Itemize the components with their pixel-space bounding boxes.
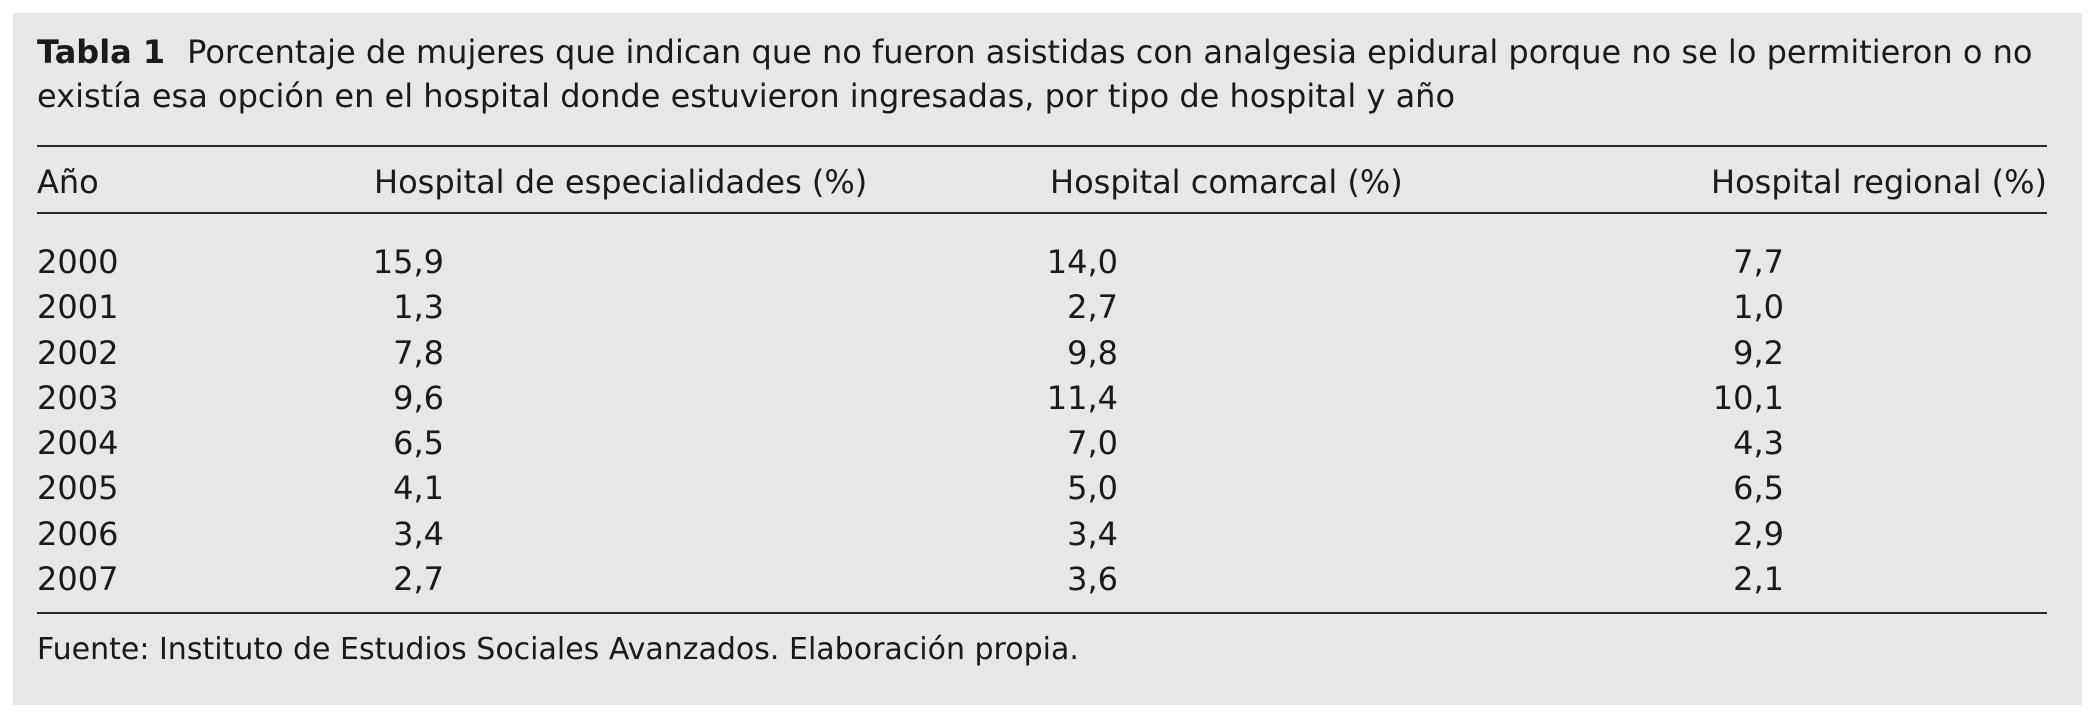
table-row: 2007 2,7 3,6 2,1: [0, 557, 2095, 602]
cell-regional: 2,9: [1733, 514, 1784, 553]
header-year: Año: [37, 163, 99, 201]
header-especialidades: Hospital de especialidades (%): [374, 163, 868, 201]
bottom-rule: [37, 612, 2047, 614]
cell-regional: 2,1: [1733, 560, 1784, 599]
cell-comarcal: 2,7: [1067, 288, 1118, 327]
table-row: 2002 7,8 9,8 9,2: [0, 331, 2095, 376]
cell-regional: 1,0: [1733, 288, 1784, 327]
cell-year: 2007: [37, 560, 119, 599]
cell-comarcal: 14,0: [1046, 243, 1118, 281]
table-row: 2003 9,6 11,4 10,1: [0, 376, 2095, 421]
table-source-note: Fuente: Instituto de Estudios Sociales A…: [37, 632, 1079, 667]
cell-year: 2002: [37, 333, 119, 372]
cell-comarcal: 11,4: [1046, 378, 1118, 417]
top-rule: [37, 145, 2047, 147]
cell-comarcal: 3,4: [1067, 514, 1118, 553]
cell-regional: 9,2: [1733, 333, 1784, 372]
header-regional: Hospital regional (%): [1711, 163, 2047, 201]
table-row: 2006 3,4 3,4 2,9: [0, 512, 2095, 557]
cell-especialidades: 7,8: [393, 333, 444, 372]
cell-especialidades: 2,7: [393, 560, 444, 599]
table-row: 2004 6,5 7,0 4,3: [0, 421, 2095, 466]
cell-regional: 7,7: [1733, 243, 1784, 281]
cell-comarcal: 9,8: [1067, 333, 1118, 372]
table-row: 2005 4,1 5,0 6,5: [0, 466, 2095, 511]
table-title: Porcentaje de mujeres que indican que no…: [37, 33, 2033, 115]
cell-regional: 4,3: [1733, 424, 1784, 463]
cell-comarcal: 7,0: [1067, 424, 1118, 463]
table-row: 2001 1,3 2,7 1,0: [0, 285, 2095, 330]
cell-especialidades: 9,6: [393, 378, 444, 417]
cell-year: 2004: [37, 424, 119, 463]
cell-especialidades: 4,1: [393, 469, 444, 508]
header-rule: [37, 212, 2047, 214]
cell-especialidades: 6,5: [393, 424, 444, 463]
cell-especialidades: 3,4: [393, 514, 444, 553]
cell-year: 2006: [37, 514, 119, 553]
cell-regional: 6,5: [1733, 469, 1784, 508]
cell-year: 2003: [37, 378, 119, 417]
cell-year: 2005: [37, 469, 119, 508]
cell-comarcal: 5,0: [1067, 469, 1118, 508]
cell-year: 2001: [37, 288, 119, 327]
header-comarcal: Hospital comarcal (%): [1050, 163, 1403, 201]
cell-regional: 10,1: [1712, 378, 1784, 417]
cell-especialidades: 1,3: [393, 288, 444, 327]
table-label: Tabla 1: [37, 33, 166, 71]
cell-year: 2000: [37, 243, 119, 281]
table-row: 2000 15,9 14,0 7,7: [0, 240, 2095, 285]
table-body: 2000 15,9 14,0 7,7 2001 1,3 2,7 1,0 2002…: [0, 240, 2095, 602]
table-panel: [13, 13, 2082, 705]
cell-comarcal: 3,6: [1067, 560, 1118, 599]
table-caption: Tabla 1 Porcentaje de mujeres que indican…: [37, 30, 2047, 118]
cell-especialidades: 15,9: [372, 243, 444, 281]
